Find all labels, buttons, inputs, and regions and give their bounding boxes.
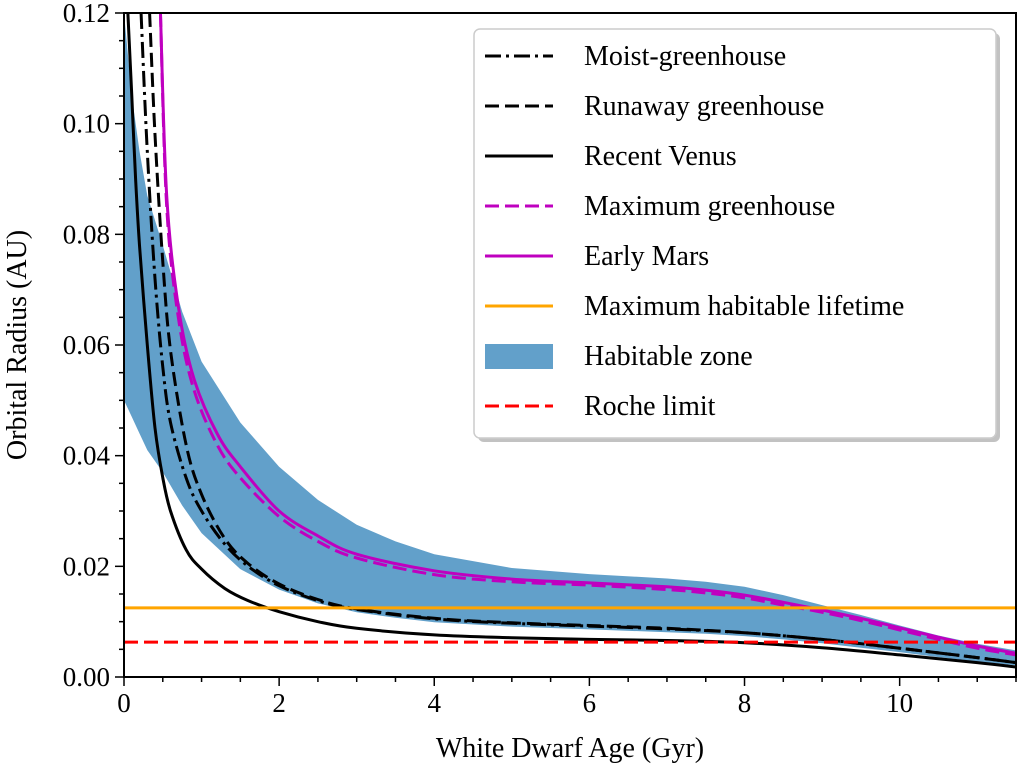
plot-area [124,13,1016,669]
legend-item-maximum-greenhouse: Maximum greenhouse [485,191,835,222]
series-maximum-greenhouse [158,13,1016,657]
legend-item-early-mars: Early Mars [485,241,709,272]
x-axis-label: White Dwarf Age (Gyr) [436,733,704,764]
y-tick-label: 0.04 [63,441,111,471]
x-tick-label: 10 [886,688,913,718]
x-tick-label: 0 [117,688,131,718]
y-axis-label: Orbital Radius (AU) [2,230,33,460]
legend-label: Habitable zone [584,341,753,372]
legend-item-moist-greenhouse: Moist-greenhouse [485,41,786,72]
legend-label: Maximum habitable lifetime [584,291,904,322]
legend-item-runaway-greenhouse: Runaway greenhouse [485,91,824,122]
x-tick-label: 6 [583,688,597,718]
y-tick-label: 0.12 [63,0,110,28]
legend-item-roche-limit: Roche limit [485,391,716,422]
legend-label: Early Mars [584,241,709,272]
y-tick-label: 0.08 [63,219,110,249]
legend-item-recent-venus: Recent Venus [485,141,737,172]
legend-item-maximum-habitable-lifetime: Maximum habitable lifetime [485,291,904,322]
legend-label: Runaway greenhouse [584,91,824,122]
x-tick-label: 4 [428,688,442,718]
y-tick-label: 0.00 [63,662,110,692]
y-tick-label: 0.10 [63,109,110,139]
legend: Moist-greenhouse Runaway greenhouse Recent… [473,28,1000,442]
x-tick-label: 2 [272,688,286,718]
legend-box [473,28,997,439]
y-tick-label: 0.02 [63,551,110,581]
x-tick-label: 8 [738,688,752,718]
y-axis: 0.00 0.02 0.04 0.06 0.08 0.10 0.12 [63,0,124,692]
series-runaway-greenhouse [148,13,1016,665]
series-early-mars [158,13,1016,655]
x-axis: 0 2 4 6 8 10 [117,677,1017,718]
legend-item-habitable-zone: Habitable zone [485,341,753,372]
legend-swatch [485,344,553,369]
legend-label: Roche limit [584,391,716,422]
legend-label: Moist-greenhouse [584,41,786,72]
legend-label: Recent Venus [584,141,737,172]
legend-label: Maximum greenhouse [584,191,835,222]
y-tick-label: 0.06 [63,330,110,360]
